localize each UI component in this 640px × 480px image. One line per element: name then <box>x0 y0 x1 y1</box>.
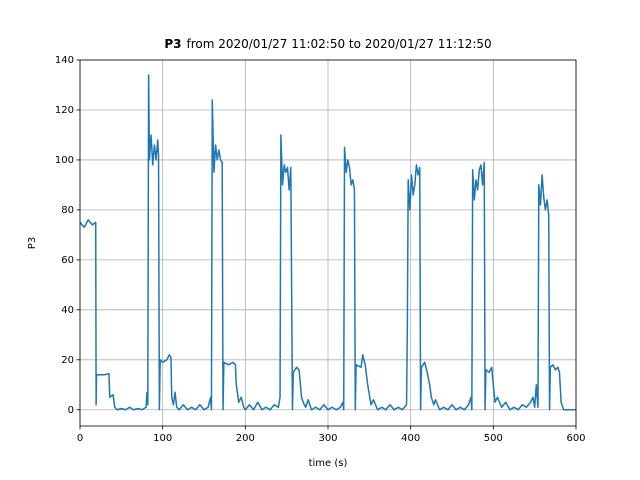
y-tick-label: 120 <box>55 105 74 116</box>
y-tick-label: 80 <box>61 205 74 216</box>
y-tick-label: 40 <box>61 305 74 316</box>
x-tick-label: 600 <box>566 433 585 444</box>
y-axis-label: P3 <box>27 237 38 249</box>
data-line <box>79 74 576 411</box>
y-tick-label: 140 <box>55 55 74 66</box>
title-rest: from 2020/01/27 11:02:50 to 2020/01/27 1… <box>186 37 491 51</box>
x-tick-label: 0 <box>77 433 83 444</box>
x-tick-label: 400 <box>401 433 420 444</box>
y-tick-label: 60 <box>61 255 74 266</box>
x-axis-label: time (s) <box>309 458 348 469</box>
y-tick-label: 0 <box>68 405 74 416</box>
y-tick-label: 100 <box>55 155 74 166</box>
x-tick-label: 500 <box>484 433 503 444</box>
x-tick-label: 300 <box>318 433 337 444</box>
title-bold: P3 <box>164 37 181 51</box>
x-tick-label: 200 <box>236 433 255 444</box>
y-tick-label: 20 <box>61 355 74 366</box>
chart-title: P3 from 2020/01/27 11:02:50 to 2020/01/27… <box>164 37 491 51</box>
axes-frame <box>79 59 577 427</box>
x-tick-label: 100 <box>153 433 172 444</box>
